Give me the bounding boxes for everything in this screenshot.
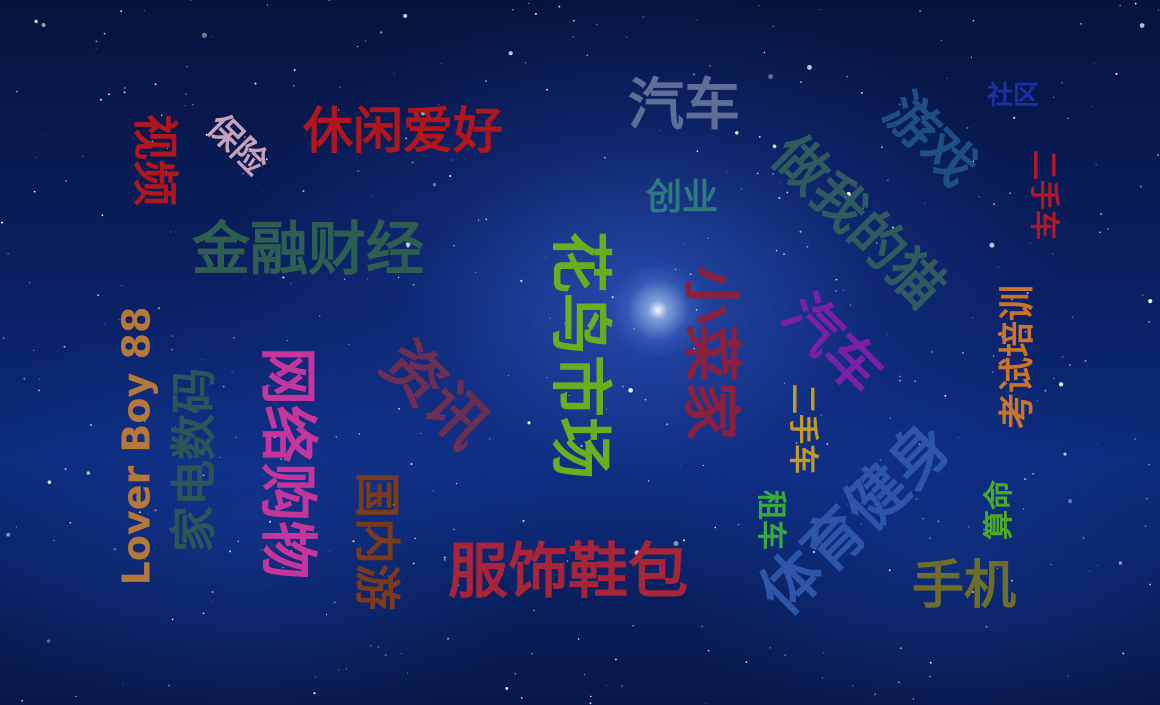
word-used-car-top-right: 二手车 xyxy=(1026,150,1061,240)
word-fortune-telling: 算命 xyxy=(982,480,1017,540)
word-car-rental: 租车 xyxy=(753,490,788,550)
word-online-shopping: 网络购物 xyxy=(254,346,323,580)
word-lover-boy-88: Lover Boy 88 xyxy=(114,306,159,586)
word-mobile-phone: 手机 xyxy=(912,556,1017,616)
word-video: 视频 xyxy=(128,114,182,206)
word-home-appliances-digital: 家电数码 xyxy=(167,368,221,552)
word-flower-bird-market: 花鸟市场 xyxy=(544,230,618,480)
word-used-car-small: 二手车 xyxy=(785,384,820,474)
word-leisure-hobbies: 休闲爱好 xyxy=(303,102,503,160)
word-domestic-travel: 国内游 xyxy=(350,472,404,610)
word-startup: 创业 xyxy=(646,177,719,218)
word-automobile-top: 汽车 xyxy=(628,73,740,138)
word-small-vegetable-home: 小菜家 xyxy=(677,265,746,441)
word-exam-training: 考试培训 xyxy=(997,284,1039,430)
bright-star-glow xyxy=(610,262,706,358)
word-finance: 金融财经 xyxy=(192,215,425,283)
word-apparel-shoes-bags: 服饰鞋包 xyxy=(448,537,688,607)
word-community: 社区 xyxy=(987,81,1040,111)
